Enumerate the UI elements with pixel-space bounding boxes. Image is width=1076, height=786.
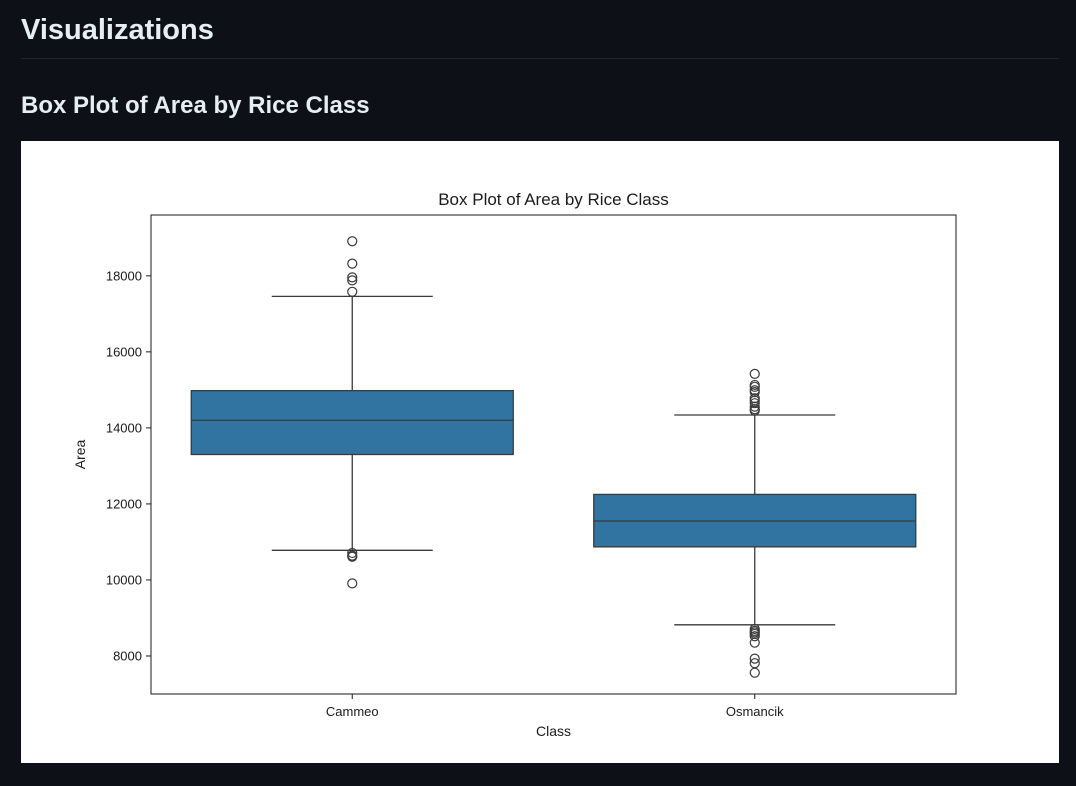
page-title: Visualizations: [21, 12, 214, 48]
x-axis-label: Class: [536, 723, 571, 739]
y-tick-label: 10000: [106, 572, 142, 587]
y-tick-label: 12000: [106, 496, 142, 511]
x-axis: Cammeo Osmancik: [326, 694, 784, 719]
heading-divider: [21, 58, 1059, 59]
chart-title: Box Plot of Area by Rice Class: [438, 190, 669, 209]
y-tick-label: 18000: [106, 268, 142, 283]
outlier-point: [750, 638, 759, 647]
chart-figure: Box Plot of Area by Rice Class 8000 10000…: [21, 141, 1059, 763]
outlier-point: [750, 369, 759, 378]
y-tick-label: 14000: [106, 420, 142, 435]
box-plot-chart: Box Plot of Area by Rice Class 8000 10000…: [21, 141, 1059, 763]
y-axis-label: Area: [72, 440, 88, 470]
outlier-point: [348, 287, 357, 296]
outlier-point: [348, 237, 357, 246]
section-title: Box Plot of Area by Rice Class: [21, 90, 370, 122]
y-tick-label: 16000: [106, 344, 142, 359]
outlier-point: [348, 259, 357, 268]
x-tick-label: Osmancik: [726, 704, 784, 719]
outlier-point: [750, 668, 759, 677]
box-cammeo: [191, 391, 513, 455]
y-axis: 8000 10000 12000 14000 16000 18000: [106, 268, 151, 663]
boxes: [191, 237, 916, 677]
y-tick-label: 8000: [113, 648, 142, 663]
outlier-point: [348, 579, 357, 588]
x-tick-label: Cammeo: [326, 704, 379, 719]
